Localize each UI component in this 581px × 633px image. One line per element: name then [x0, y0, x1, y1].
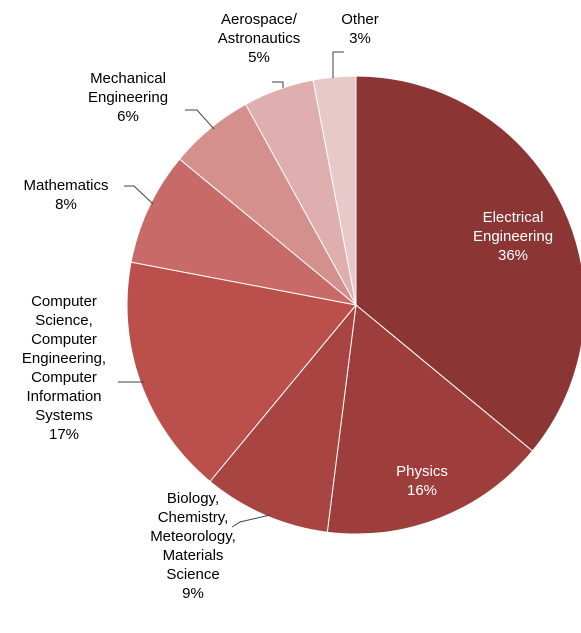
slice-percent: 16%: [407, 482, 437, 499]
slice-label-line: Chemistry,: [158, 509, 229, 526]
slice-label-line: Science,: [35, 312, 93, 329]
slice-label-line: Materials: [163, 547, 224, 564]
slice-label-line: Science: [166, 566, 219, 583]
slice-label-line: Astronautics: [218, 30, 301, 47]
pie-slice-5: [130, 158, 357, 306]
slice-percent: 36%: [498, 247, 528, 264]
pie-slice-2: [326, 304, 534, 535]
slice-label-line: Engineering,: [22, 350, 106, 367]
slice-label-4: Computer Science, Computer Engineering, Comp…: [22, 293, 106, 443]
pie-slices: [126, 75, 581, 535]
slice-percent: 3%: [349, 30, 371, 47]
slice-label-line: Meteorology,: [150, 528, 236, 545]
leader-line-6: [185, 109, 215, 130]
slice-label-line: Engineering: [88, 89, 168, 106]
leader-line-5: [124, 185, 154, 205]
slice-percent: 8%: [55, 196, 77, 213]
leader-line-8: [332, 51, 344, 78]
leader-line-3: [231, 514, 271, 528]
slice-label-line: Physics: [396, 463, 448, 480]
slice-label-line: Engineering: [473, 228, 553, 245]
slice-label-line: Computer: [31, 369, 97, 386]
slice-percent: 17%: [49, 426, 79, 443]
slice-label-line: Biology,: [167, 490, 219, 507]
slice-label-line: Computer: [31, 331, 97, 348]
slice-label-line: Mathematics: [23, 177, 108, 194]
slice-labels: Electrical Engineering 36% Physics 16% Biolog…: [22, 11, 553, 602]
slice-label-line: Aerospace/: [221, 11, 298, 28]
slice-label-line: Mechanical: [90, 70, 166, 87]
leader-line-7: [272, 81, 284, 88]
slice-label-8: Other 3%: [341, 11, 379, 47]
slice-label-2: Physics 16%: [396, 463, 448, 499]
pie-slice-4: [126, 261, 357, 483]
slice-label-3: Biology, Chemistry, Meteorology, Materials S…: [150, 490, 236, 602]
slice-label-line: Computer: [31, 293, 97, 310]
pie-slice-1: [355, 75, 581, 452]
pie-slice-3: [209, 303, 357, 533]
slice-label-1: Electrical Engineering 36%: [473, 209, 553, 264]
slice-label-line: Electrical: [483, 209, 544, 226]
slice-percent: 9%: [182, 585, 204, 602]
slice-label-line: Information: [26, 388, 101, 405]
slice-label-7: Aerospace/Astronautics 5%: [218, 11, 301, 66]
slice-label-line: Systems: [35, 407, 93, 424]
slice-label-5: Mathematics 8%: [23, 177, 108, 213]
slice-label-6: Mechanical Engineering 6%: [88, 70, 168, 125]
slice-percent: 5%: [248, 49, 270, 66]
slice-label-line: Other: [341, 11, 379, 28]
slice-percent: 6%: [117, 108, 139, 125]
pie-slice-8: [312, 75, 357, 306]
leader-lines: [118, 51, 344, 528]
